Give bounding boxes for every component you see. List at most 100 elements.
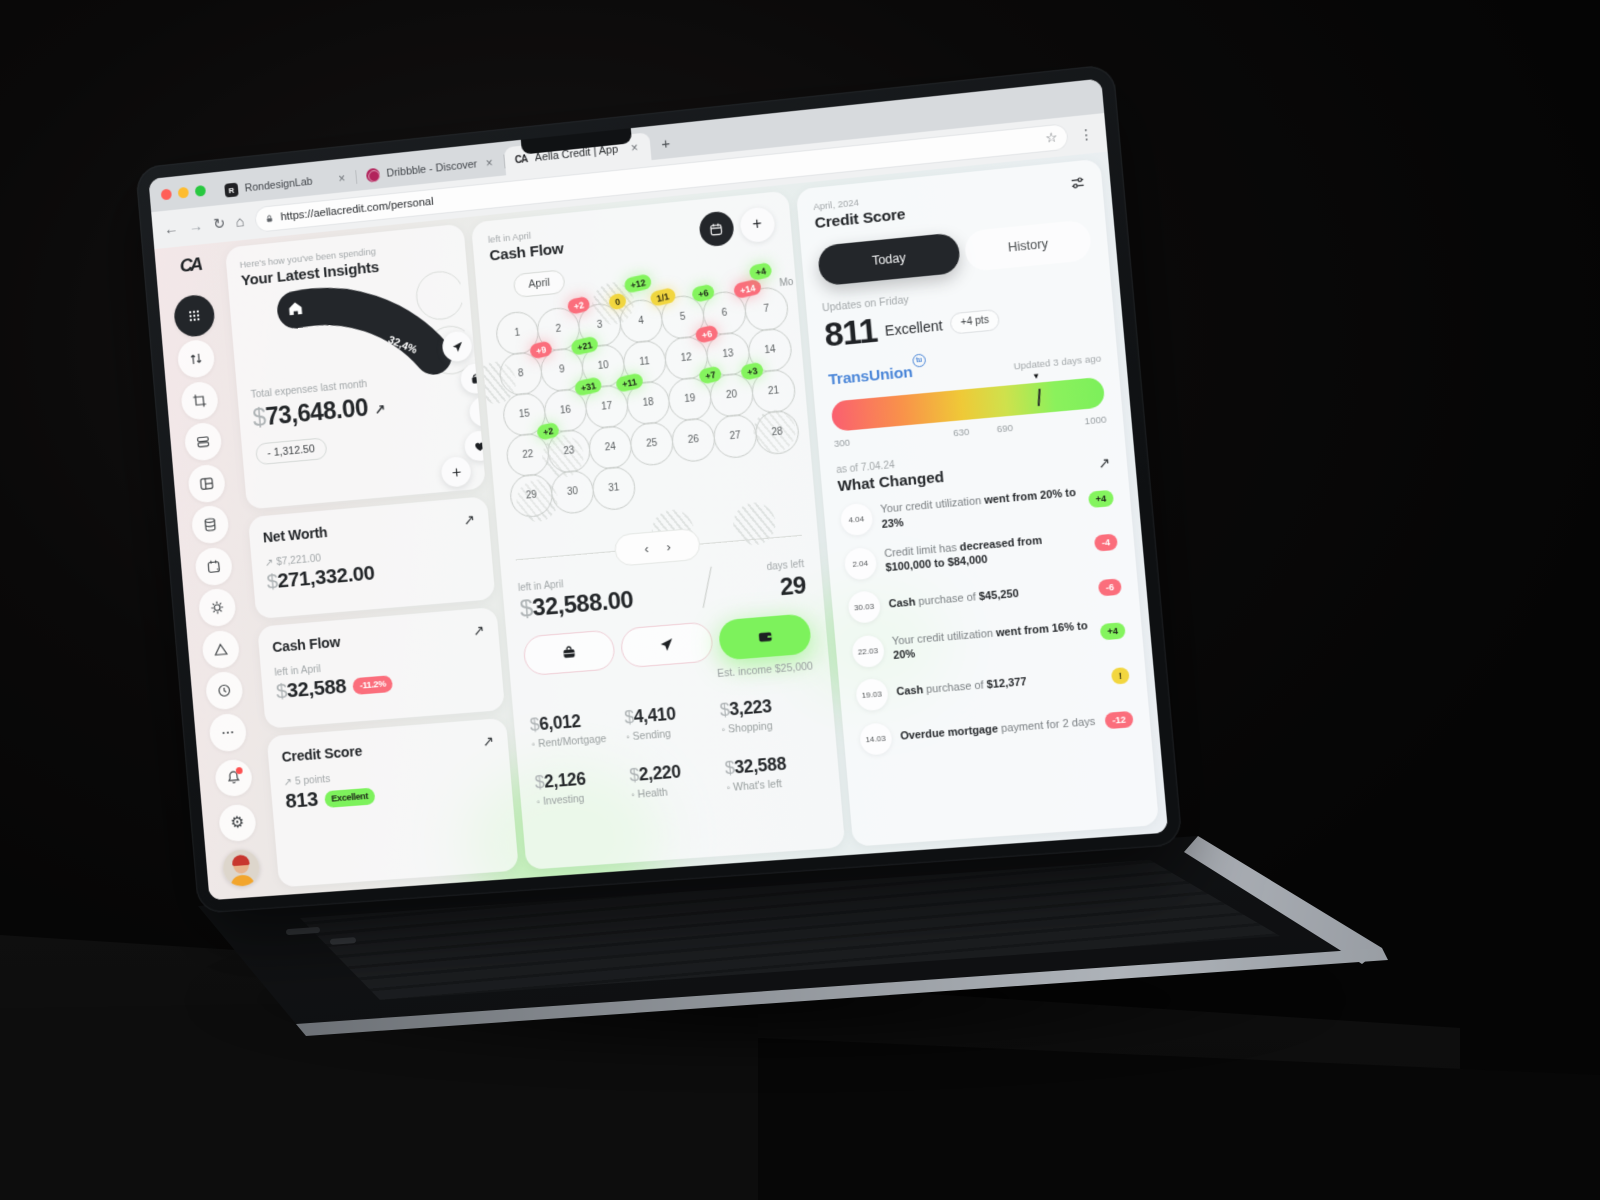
close-tab-icon[interactable]: × — [337, 171, 346, 186]
back-icon[interactable]: ← — [163, 219, 179, 238]
frame-icon — [191, 392, 207, 409]
window-controls[interactable] — [160, 172, 217, 211]
sidebar-item-cards[interactable] — [183, 421, 223, 462]
sidebar-item-layout[interactable] — [187, 462, 227, 504]
change-item: 22.03 Your credit utilization went from 1… — [850, 614, 1127, 668]
send-icon — [660, 637, 672, 651]
sidebar-item-more[interactable] — [208, 712, 248, 753]
cards-icon — [195, 433, 211, 450]
net-worth-title: Net Worth — [262, 525, 329, 547]
layout-icon — [198, 475, 214, 492]
add-transaction-button[interactable]: + — [738, 206, 776, 244]
next-month-icon[interactable]: › — [665, 538, 672, 554]
sidebar-item-dashboard[interactable] — [172, 292, 216, 338]
net-worth-card[interactable]: Net Worth ↗ ↗ $7,221.00 $271,332.00 — [247, 496, 496, 620]
zoom-window-button[interactable] — [194, 184, 207, 197]
sidebar-item-calendar[interactable] — [194, 545, 234, 587]
bookmark-star-icon[interactable]: ☆ — [1044, 129, 1059, 146]
insights-column: Here's how you've been spending Your Lat… — [224, 223, 519, 888]
change-date: 22.03 — [850, 634, 885, 668]
prev-month-icon[interactable]: ‹ — [643, 540, 650, 556]
change-text: Overdue mortgage payment for 2 days — [899, 715, 1096, 743]
week-badge: +4 — [748, 261, 774, 282]
diagonal-divider — [631, 563, 770, 614]
calendar-day-26[interactable]: 26 — [670, 416, 717, 464]
scale-label: 300 — [833, 437, 851, 450]
reload-icon[interactable]: ↻ — [212, 214, 226, 233]
ron-favicon: R — [224, 182, 239, 198]
cash-flow-card[interactable]: Cash Flow ↗ left in April $32,588 -11.2% — [257, 606, 506, 729]
change-text: Credit limit has decreased from $100,000… — [883, 534, 1043, 575]
credit-score-title: Credit Score — [281, 743, 363, 766]
calendar-day-31[interactable]: 31 — [590, 465, 637, 512]
credit-rating: Excellent — [884, 316, 944, 339]
sidebar-item-frame[interactable] — [180, 380, 220, 421]
tab-label: RondesignLab — [244, 175, 314, 195]
credit-score-panel: April, 2024 Credit Score Today History — [795, 158, 1160, 847]
open-cash-flow-icon[interactable]: ↗ — [472, 621, 486, 639]
sidebar-item-transfer[interactable] — [176, 338, 216, 380]
change-badge: ! — [1110, 666, 1130, 685]
close-tab-icon[interactable]: × — [630, 140, 639, 156]
send-button[interactable] — [619, 621, 715, 669]
dribbble-favicon — [365, 167, 381, 183]
dashboard-columns: Here's how you've been spending Your Lat… — [222, 152, 1168, 896]
forward-icon[interactable]: → — [187, 217, 204, 236]
category-stats: $6,012 ◦ Rent/Mortgage $4,410 ◦ Sending $3,2… — [529, 693, 823, 809]
notifications-button[interactable] — [213, 757, 254, 797]
stat-sending: $4,410 ◦ Sending — [623, 703, 677, 744]
calendar-day-25[interactable]: 25 — [628, 420, 675, 468]
sidebar-item-automation[interactable] — [197, 587, 237, 628]
lock-icon — [264, 212, 275, 222]
quick-action-buttons — [522, 613, 812, 677]
cash-flow-delta-pill: -11.2% — [352, 674, 394, 695]
change-text: Your credit utilization went from 16% to… — [891, 619, 1089, 663]
send-icon[interactable] — [441, 330, 473, 363]
month-pill[interactable]: April — [512, 269, 566, 299]
heart-icon[interactable] — [463, 429, 486, 463]
browser-menu-icon[interactable]: ⋮ — [1078, 124, 1095, 143]
avatar[interactable] — [221, 848, 261, 888]
change-badge: +4 — [1087, 489, 1115, 508]
expenses-delta-pill: - 1,312.50 — [255, 437, 328, 466]
wallet-button[interactable] — [718, 613, 812, 661]
latest-insights-card[interactable]: Here's how you've been spending Your Lat… — [224, 223, 486, 510]
tab-history[interactable]: History — [964, 219, 1093, 272]
calendar-day-24[interactable]: 24 — [587, 424, 634, 471]
open-credit-score-icon[interactable]: ↗ — [481, 732, 495, 749]
sidebar-item-database[interactable] — [190, 504, 230, 545]
case-icon — [561, 644, 578, 658]
calendar-view-button[interactable] — [697, 210, 735, 248]
calendar-day-27[interactable]: 27 — [711, 412, 759, 460]
minimize-window-button[interactable] — [177, 186, 189, 199]
case-icon[interactable] — [468, 395, 486, 428]
credit-score-number: 811 — [822, 311, 879, 355]
stat-shopping: $3,223 ◦ Shopping — [718, 696, 774, 737]
points-pill: +4 pts — [949, 308, 1001, 335]
close-window-button[interactable] — [160, 188, 172, 200]
filter-sliders-icon[interactable] — [1069, 174, 1086, 196]
score-marker-tick — [1037, 388, 1040, 407]
change-date: 4.04 — [839, 502, 874, 537]
case-button[interactable] — [522, 629, 617, 677]
credit-score-card[interactable]: Credit Score ↗ ↗ 5 points 813 Excellent — [266, 717, 519, 888]
home-icon[interactable]: ⌂ — [234, 212, 246, 231]
sidebar-item-alert[interactable] — [201, 629, 241, 670]
settings-button[interactable]: ⚙ — [217, 803, 258, 842]
sidebar-item-history[interactable] — [204, 670, 244, 711]
screen-bezel: R RondesignLab × Dribbble - Discover × CA Aell… — [135, 63, 1183, 914]
plus-icon[interactable] — [440, 455, 472, 489]
cash-flow-panel: left in April Cash Flow + — [470, 190, 845, 870]
notification-dot — [235, 766, 243, 774]
open-net-worth-icon[interactable]: ↗ — [462, 510, 476, 528]
transunion-logo: TransUnion tu — [828, 353, 927, 390]
sidebar: CA ⚙ — [154, 242, 278, 900]
close-tab-icon[interactable]: × — [485, 155, 494, 171]
open-what-changed-icon[interactable]: ↗ — [1097, 454, 1111, 472]
stat-investing: $2,126 ◦ Investing — [534, 768, 587, 809]
scale-label: 690 — [996, 422, 1014, 436]
new-tab-button[interactable]: + — [660, 134, 671, 153]
credit-rating-pill: Excellent — [323, 787, 376, 808]
tab-today[interactable]: Today — [816, 232, 962, 287]
